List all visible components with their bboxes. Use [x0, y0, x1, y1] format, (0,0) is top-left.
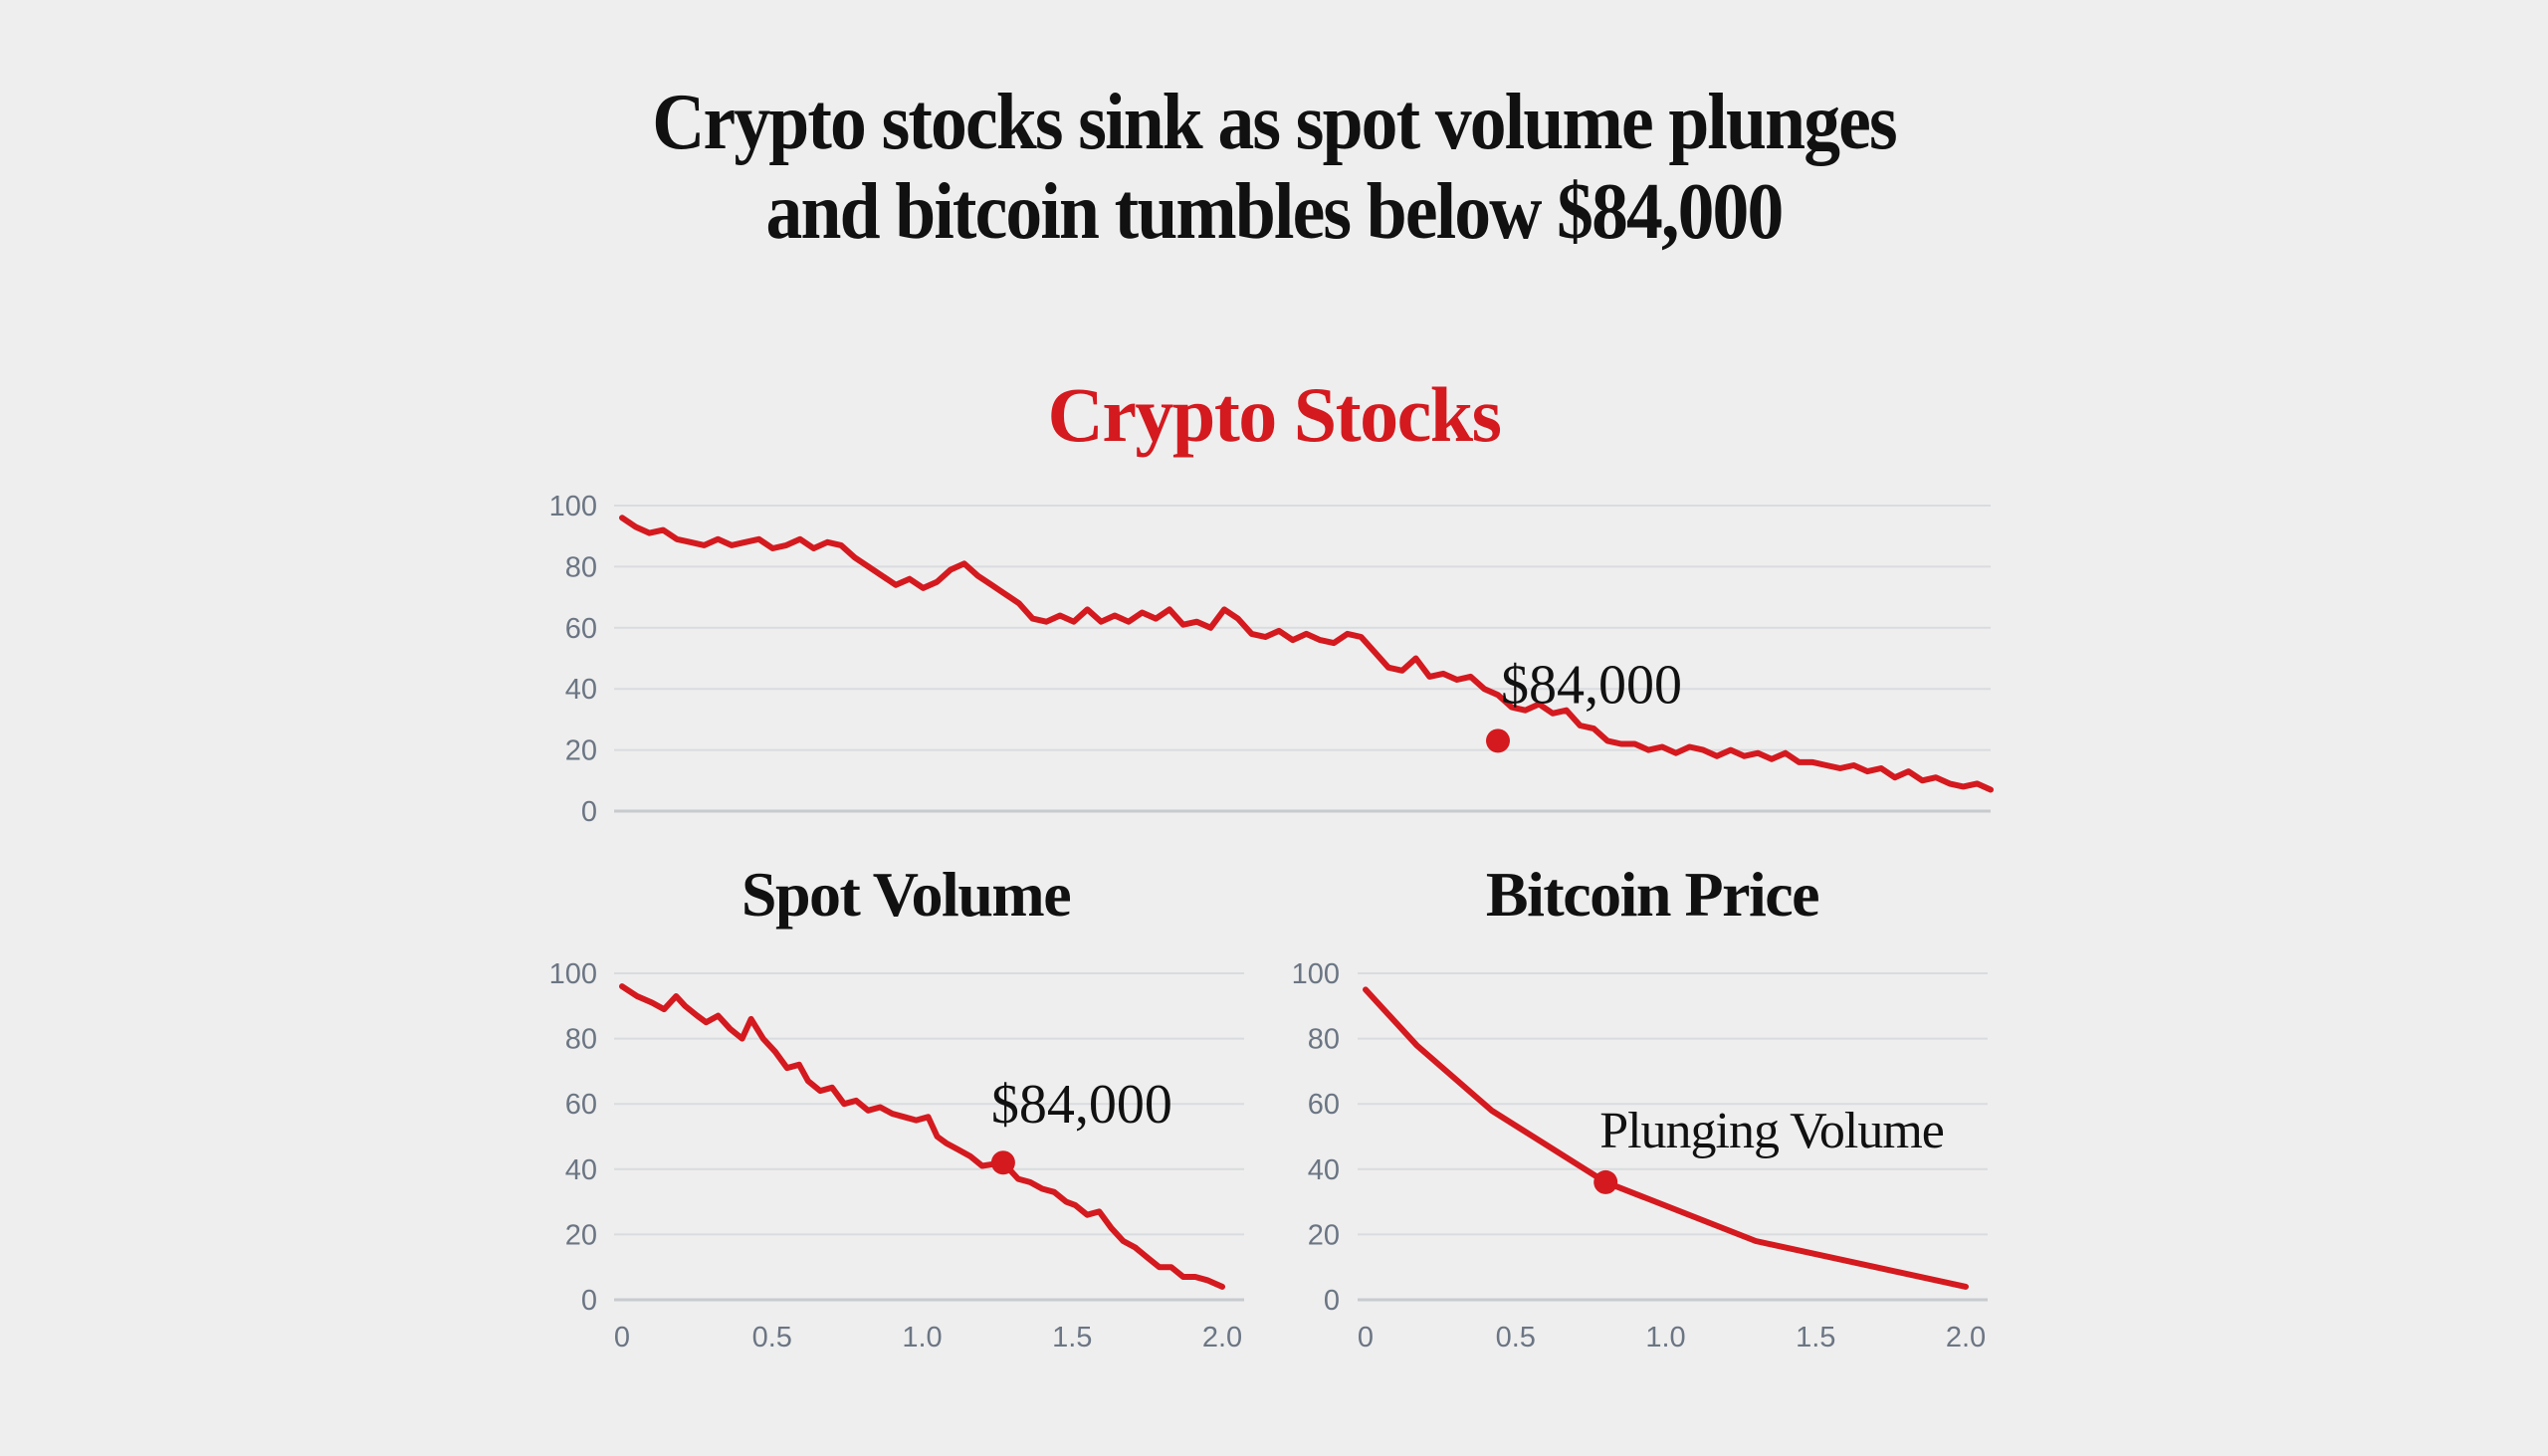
- y-tick-label: 0: [581, 796, 597, 828]
- headline-line-2: and bitcoin tumbles below $84,000: [765, 168, 1785, 256]
- y-tick-label: 60: [565, 613, 597, 645]
- x-tick-label: 2.0: [1202, 1322, 1242, 1353]
- spot-volume-chart: 0 20 40 60 80 100 0 0.5 1.0 1.5 2.0 $84,000: [549, 958, 1244, 1353]
- x-tick-label: 0: [1358, 1322, 1374, 1353]
- x-tick-label: 0.5: [1496, 1322, 1536, 1353]
- y-tick-label: 40: [1308, 1154, 1340, 1186]
- headline-line-1: Crypto stocks sink as spot volume plunge…: [652, 79, 1897, 166]
- y-tick-label: 0: [1324, 1285, 1340, 1317]
- y-tick-label: 40: [565, 674, 597, 706]
- x-tick-label: 1.5: [1796, 1322, 1835, 1353]
- spot-volume-series-line: [619, 983, 1225, 1290]
- y-tick-label: 60: [1308, 1089, 1340, 1121]
- y-tick-label: 20: [565, 1219, 597, 1251]
- y-tick-label: 100: [549, 958, 597, 990]
- y-tick-label: 40: [565, 1154, 597, 1186]
- x-tick-label: 0: [614, 1322, 630, 1353]
- y-tick-label: 20: [565, 735, 597, 767]
- spot-volume-marker-point: [990, 1150, 1015, 1175]
- y-tick-label: 60: [565, 1089, 597, 1121]
- bitcoin-price-series-line: [1363, 986, 1969, 1290]
- x-tick-label: 2.0: [1946, 1322, 1986, 1353]
- y-tick-label: 80: [565, 1024, 597, 1056]
- y-tick-label: 80: [1308, 1024, 1340, 1056]
- crypto-stocks-annotation: $84,000: [1501, 654, 1682, 716]
- bitcoin-price-title: Bitcoin Price: [1485, 859, 1820, 930]
- bitcoin-price-annotation: Plunging Volume: [1599, 1103, 1944, 1159]
- x-tick-label: 0.5: [752, 1322, 792, 1353]
- spot-volume-title: Spot Volume: [741, 859, 1072, 930]
- x-tick-label: 1.0: [902, 1322, 942, 1353]
- x-tick-label: 1.0: [1645, 1322, 1685, 1353]
- y-tick-label: 20: [1308, 1219, 1340, 1251]
- crypto-stocks-chart: 0 20 40 60 80 100 $84,000: [549, 491, 1994, 828]
- crypto-stocks-title: Crypto Stocks: [1047, 371, 1502, 458]
- crypto-stocks-marker-point: [1486, 728, 1510, 753]
- x-tick-label: 1.5: [1052, 1322, 1092, 1353]
- headline: Crypto stocks sink as spot volume plunge…: [102, 78, 2445, 257]
- y-tick-label: 100: [549, 491, 597, 522]
- y-tick-label: 80: [565, 551, 597, 583]
- spot-volume-annotation: $84,000: [991, 1074, 1172, 1136]
- y-tick-label: 0: [581, 1285, 597, 1317]
- bitcoin-price-marker-point: [1593, 1169, 1618, 1194]
- bitcoin-price-chart: 0 20 40 60 80 100 0 0.5 1.0 1.5 2.0 Plunging Volume: [1292, 958, 1988, 1353]
- y-tick-label: 100: [1292, 958, 1340, 990]
- crypto-stocks-series-line: [619, 515, 1994, 793]
